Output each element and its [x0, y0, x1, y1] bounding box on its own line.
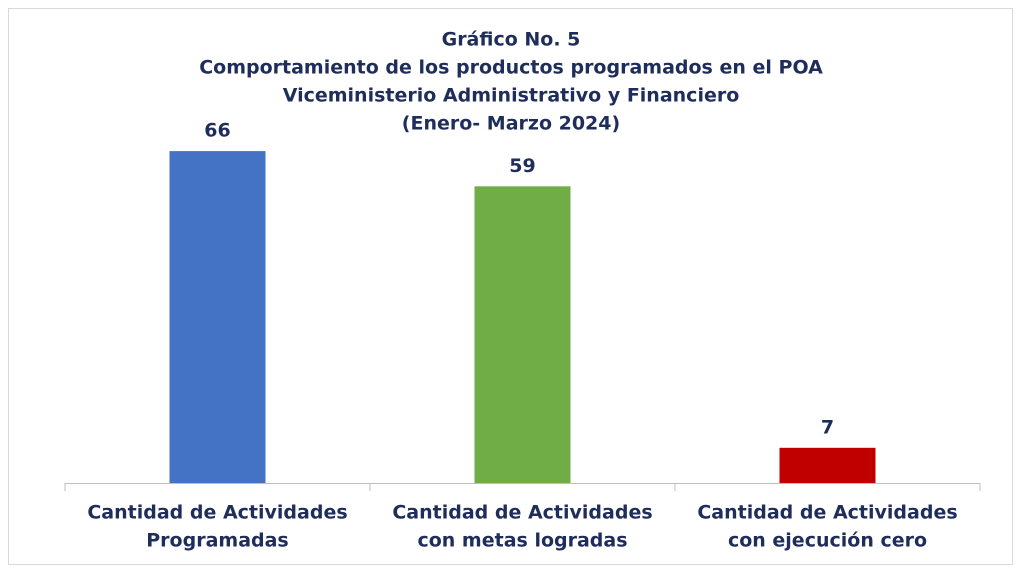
bar — [779, 447, 876, 483]
x-tick-label: Cantidad de Actividades — [392, 502, 652, 524]
x-tick-label: Cantidad de Actividades — [697, 502, 957, 524]
chart-title: Comportamiento de los productos programa… — [199, 57, 823, 79]
x-tick-label: Programadas — [146, 530, 289, 552]
x-tick-label: con metas logradas — [417, 530, 627, 552]
x-tick-label: Cantidad de Actividades — [87, 502, 347, 524]
chart-title: Viceministerio Administrativo y Financie… — [283, 85, 740, 107]
bar — [169, 151, 266, 483]
bar — [474, 186, 571, 484]
chart-title: (Enero- Marzo 2024) — [402, 113, 620, 135]
data-label: 7 — [821, 416, 834, 438]
data-label: 66 — [204, 120, 230, 142]
data-label: 59 — [509, 155, 535, 177]
chart-title: Gráfico No. 5 — [442, 29, 581, 51]
x-tick-label: con ejecución cero — [728, 530, 927, 552]
